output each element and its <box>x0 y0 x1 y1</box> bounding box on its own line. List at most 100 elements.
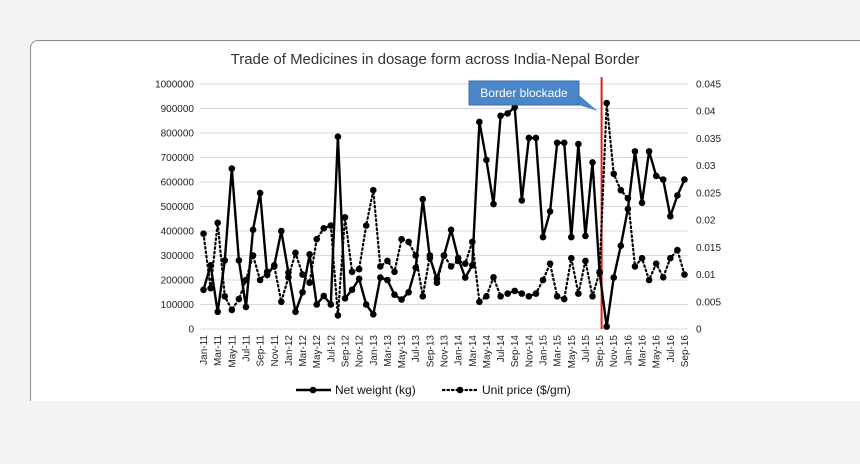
data-point-net-weight <box>483 156 490 164</box>
data-point-unit-price <box>334 312 342 319</box>
y-tick-label: 500000 <box>161 202 195 213</box>
x-tick-label: Jan-13 <box>369 335 380 366</box>
data-point-unit-price <box>299 271 306 278</box>
x-tick-label: Mar-14 <box>468 335 479 367</box>
data-point-net-weight <box>398 296 405 303</box>
data-point-unit-price <box>468 238 476 246</box>
data-point-unit-price <box>553 293 561 300</box>
data-point-net-weight <box>320 292 328 300</box>
data-point-unit-price <box>292 249 299 257</box>
y2-tick-label: 0.025 <box>696 188 721 199</box>
x-tick-label: Jan-15 <box>539 335 550 366</box>
data-point-unit-price <box>327 222 335 229</box>
data-point-unit-price <box>497 293 504 300</box>
y2-tick-label: 0 <box>696 325 702 336</box>
data-point-unit-price <box>652 260 660 267</box>
x-tick-label: Jul-13 <box>411 335 422 363</box>
data-point-unit-price <box>596 268 603 276</box>
x-tick-label: Jan-14 <box>454 335 465 366</box>
data-point-unit-price <box>582 257 589 265</box>
y2-tick-label: 0.02 <box>696 216 716 227</box>
data-point-unit-price <box>667 254 674 262</box>
data-point-unit-price <box>461 260 469 267</box>
data-point-unit-price <box>490 273 497 281</box>
data-point-unit-price <box>560 295 568 303</box>
data-point-unit-price <box>610 170 618 178</box>
data-point-unit-price <box>476 298 483 306</box>
x-tick-label: Jan-11 <box>199 335 210 365</box>
data-point-net-weight <box>292 308 299 316</box>
x-tick-label: Sep-16 <box>680 335 691 368</box>
x-axis: Jan-11 Mar-11 May-11 Jul-11 Sep-11 Nov-11 Jan-… <box>199 335 691 369</box>
data-point-unit-price <box>419 293 427 300</box>
data-point-net-weight <box>546 208 554 215</box>
y2-tick-label: 0.035 <box>696 134 721 145</box>
data-point-unit-price <box>228 306 236 314</box>
data-point-net-weight <box>582 232 589 240</box>
x-tick-label: Sep-15 <box>595 335 606 368</box>
data-point-net-weight <box>249 226 257 234</box>
data-point-unit-price <box>532 290 540 297</box>
y-tick-label: 800000 <box>161 129 195 140</box>
data-point-unit-price <box>313 235 320 243</box>
data-point-unit-price <box>355 265 363 273</box>
data-point-unit-price <box>674 246 681 254</box>
data-point-net-weight <box>667 213 674 220</box>
data-point-net-weight <box>652 172 660 180</box>
data-point-net-weight <box>327 301 335 308</box>
data-point-unit-price <box>617 186 625 194</box>
x-tick-label: May-14 <box>482 335 493 369</box>
x-tick-label: Jul-11 <box>241 335 252 362</box>
data-point-net-weight <box>568 233 575 241</box>
data-point-net-weight <box>419 195 427 203</box>
data-point-net-weight <box>384 276 391 284</box>
data-point-unit-price <box>631 263 639 270</box>
series-line-net-weight <box>202 106 686 328</box>
data-point-net-weight <box>631 148 639 155</box>
data-point-net-weight <box>242 303 250 311</box>
data-point-net-weight <box>228 165 236 172</box>
data-point-net-weight <box>334 133 342 140</box>
y-tick-label: 200000 <box>161 276 195 287</box>
data-point-net-weight <box>603 323 610 330</box>
data-point-unit-price <box>645 276 653 284</box>
x-tick-label: Jul-12 <box>326 335 337 363</box>
data-point-net-weight <box>659 176 667 183</box>
data-point-net-weight <box>560 139 568 147</box>
data-point-net-weight <box>610 274 618 281</box>
data-point-net-weight <box>341 295 349 302</box>
x-tick-label: Nov-12 <box>355 335 366 368</box>
series <box>200 99 688 330</box>
data-point-net-weight <box>511 103 519 111</box>
data-point-unit-price <box>518 290 526 297</box>
data-point-net-weight <box>525 134 533 142</box>
x-tick-label: Sep-12 <box>340 335 351 368</box>
data-point-net-weight <box>348 286 356 294</box>
data-point-unit-price <box>511 287 519 295</box>
data-point-net-weight <box>681 176 688 183</box>
data-point-net-weight <box>306 250 313 258</box>
x-tick-label: May-16 <box>652 335 663 369</box>
data-point-unit-price <box>249 252 257 259</box>
data-point-net-weight <box>553 139 561 147</box>
data-point-net-weight <box>391 291 398 298</box>
data-point-net-weight <box>532 134 540 142</box>
data-point-net-weight <box>638 199 646 207</box>
data-point-unit-price <box>447 263 455 270</box>
y-tick-label: 700000 <box>161 153 195 164</box>
data-point-net-weight <box>539 233 547 241</box>
x-tick-label: Jan-12 <box>284 335 295 366</box>
data-point-net-weight <box>278 227 285 235</box>
data-point-unit-price <box>221 293 229 300</box>
x-tick-label: Mar-11 <box>213 335 224 366</box>
annotation-text: Border blockade <box>480 86 568 100</box>
x-tick-label: Jul-16 <box>666 335 677 363</box>
x-tick-label: Jan-16 <box>623 335 634 366</box>
annotation-callout: Border blockade <box>468 80 598 111</box>
data-point-net-weight <box>355 275 363 283</box>
data-point-net-weight <box>518 197 526 204</box>
data-point-unit-price <box>433 279 441 287</box>
x-tick-label: Jul-14 <box>496 335 507 363</box>
x-tick-label: Mar-15 <box>553 335 564 367</box>
x-tick-label: Jul-15 <box>581 335 592 363</box>
